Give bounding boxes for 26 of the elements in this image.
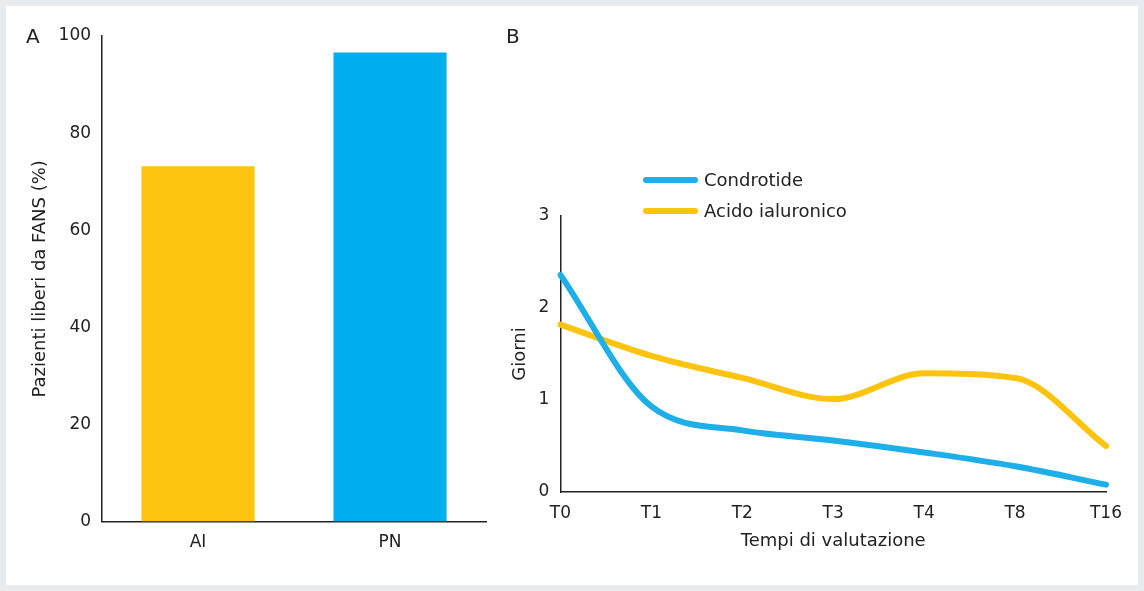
- y-tick-label: 0: [538, 480, 550, 501]
- y-tick-label: 20: [69, 412, 92, 433]
- y-tick-label: 60: [69, 218, 92, 239]
- x-tick-label: T1: [639, 501, 662, 522]
- y-tick-label: 80: [69, 121, 92, 142]
- legend-label: Condrotide: [704, 169, 803, 190]
- y-axis-title: Pazienti liberi da FANS (%): [28, 160, 50, 398]
- x-tick-label: AI: [189, 531, 207, 552]
- y-tick-label: 0: [80, 510, 92, 531]
- x-tick-label: T0: [548, 501, 572, 522]
- text: B: [506, 24, 520, 48]
- y-tick-label: 1: [538, 388, 550, 409]
- y-tick-label: 3: [538, 204, 550, 225]
- y-tick-label: 2: [538, 296, 550, 317]
- x-tick-label: PN: [378, 531, 402, 552]
- x-tick-label: T2: [730, 501, 753, 522]
- x-tick-label: T16: [1088, 501, 1123, 522]
- x-tick-label: T3: [821, 501, 844, 522]
- text: A: [26, 24, 40, 48]
- x-axis-title: Tempi di valutazione: [739, 528, 926, 550]
- y-tick-label: 40: [69, 315, 92, 336]
- x-tick-label: T4: [912, 501, 935, 522]
- legend-label: Acido ialuronico: [704, 200, 847, 221]
- y-tick-label: 100: [58, 24, 92, 45]
- x-tick-label: T8: [1003, 501, 1026, 522]
- y-axis-title: Giorni: [508, 327, 530, 381]
